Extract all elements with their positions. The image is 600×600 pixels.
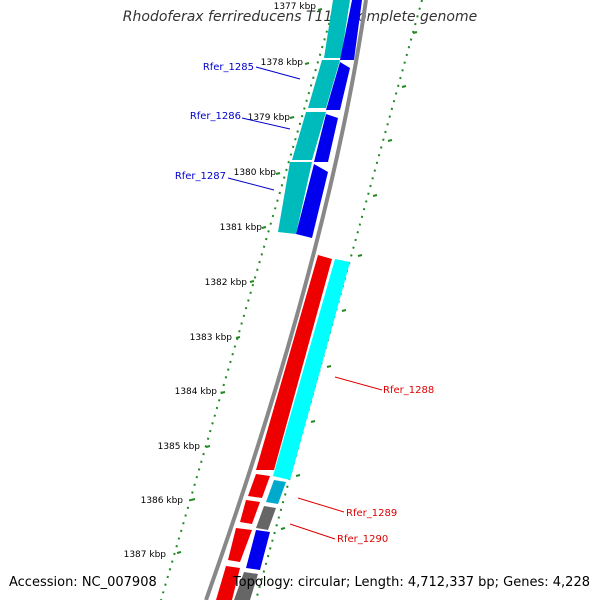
gene-block-1288-cds[interactable] [256,255,332,470]
gene-block-1288-gene[interactable] [273,259,350,480]
outer-ring-tick-marks [280,31,418,530]
gene-block-1286-cds[interactable] [314,114,338,162]
gene-label-rfer-1289[interactable]: Rfer_1289 [346,508,397,519]
map-title: Rhodoferax ferrireducens T118, complete … [122,9,478,25]
forward-gene-track-upper [278,0,362,238]
tick-label-1379: 1379 kbp [248,113,291,123]
tick-label-1387: 1387 kbp [124,550,167,560]
gene-label-rfer-1285[interactable]: Rfer_1285 [203,62,254,73]
gene-block-1292-other[interactable] [234,572,258,600]
gene-block-1289-gene[interactable] [266,480,286,504]
gene-block-1290-cds[interactable] [240,500,260,524]
gene-block-1289-cds[interactable] [248,474,270,498]
genome-summary-text: Topology: circular; Length: 4,712,337 bp… [232,575,590,590]
tick-label-1377: 1377 kbp [274,2,317,12]
tick-label-1378: 1378 kbp [261,58,304,68]
gene-block-1285-cds[interactable] [326,62,350,110]
tick-label-1382: 1382 kbp [205,278,248,288]
gene-block-1284-cds[interactable] [340,0,362,60]
gene-block-1291-forward[interactable] [246,530,270,570]
gene-block-1291-cds[interactable] [228,528,252,562]
gene-block-1290-other[interactable] [256,506,276,530]
gene-block-1285-gene[interactable] [308,60,340,108]
label-leader-lines [227,66,383,540]
gene-label-rfer-1290[interactable]: Rfer_1290 [337,534,388,545]
tick-label-1380: 1380 kbp [234,168,277,178]
gene-label-rfer-1286[interactable]: Rfer_1286 [190,111,241,122]
gene-block-1287-cds[interactable] [296,164,328,238]
inner-dotted-ring [160,0,337,600]
reverse-gene-track-lower [216,255,350,600]
tick-label-1381: 1381 kbp [220,223,263,233]
gene-label-rfer-1287[interactable]: Rfer_1287 [175,171,226,182]
tick-label-1383: 1383 kbp [190,333,233,343]
gene-block-1286-gene[interactable] [292,112,326,160]
gene-block-1284-gene[interactable] [324,0,350,58]
accession-text: Accession: NC_007908 [9,575,157,590]
gene-block-1287-gene[interactable] [278,162,312,234]
tick-label-1385: 1385 kbp [158,442,201,452]
genome-backbone [204,0,368,600]
scale-tick-marks [176,8,323,554]
tick-label-1386: 1386 kbp [141,496,184,506]
gene-block-1292-cds[interactable] [216,566,240,600]
gene-label-rfer-1288[interactable]: Rfer_1288 [383,385,434,396]
tick-label-1384: 1384 kbp [175,387,218,397]
